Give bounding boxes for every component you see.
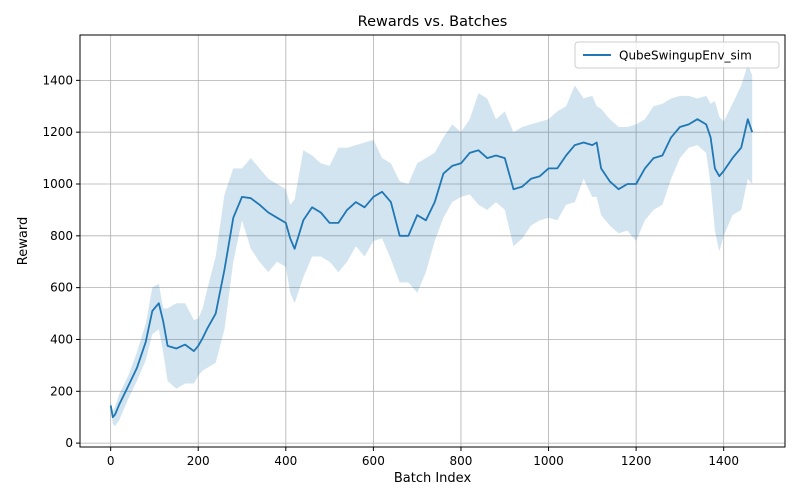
plot-frame [79, 34, 786, 448]
std-band [110, 64, 753, 427]
y-tick-label-400: 400 [50, 332, 73, 346]
legend: QubeSwingupEnv_sim [574, 41, 780, 69]
x-tick-label-1000: 1000 [533, 454, 564, 468]
y-tick-label-1400: 1400 [42, 73, 73, 87]
legend-box [574, 41, 780, 69]
std-band-layer [110, 64, 753, 427]
x-axis-label: Batch Index [394, 471, 472, 486]
x-tick-label-600: 600 [362, 454, 385, 468]
x-tick-label-800: 800 [450, 454, 473, 468]
legend-entry-qubeswingupenv-sim: QubeSwingupEnv_sim [619, 49, 752, 63]
x-tick-label-1400: 1400 [708, 454, 739, 468]
x-tick-label-1200: 1200 [621, 454, 652, 468]
y-tick-label-1200: 1200 [42, 125, 73, 139]
y-tick-label-800: 800 [50, 229, 73, 243]
series-line-qubeswingupenv-sim [109, 118, 754, 419]
grid-lines [80, 35, 785, 447]
x-tick-label-200: 200 [187, 454, 210, 468]
chart-title: Rewards vs. Batches [358, 14, 508, 30]
y-tick-label-1000: 1000 [42, 177, 73, 191]
y-axis-label: Reward [16, 217, 31, 265]
x-tick-label-400: 400 [274, 454, 297, 468]
series-line-layer [109, 118, 754, 419]
y-tick-label-0: 0 [65, 436, 73, 450]
tick-layer: 0 200 400 600 800 1000 1200 1400 0 200 400 600 800 10… [42, 73, 739, 468]
x-tick-label-0: 0 [107, 454, 115, 468]
y-tick-label-600: 600 [50, 281, 73, 295]
y-tick-label-200: 200 [50, 384, 73, 398]
